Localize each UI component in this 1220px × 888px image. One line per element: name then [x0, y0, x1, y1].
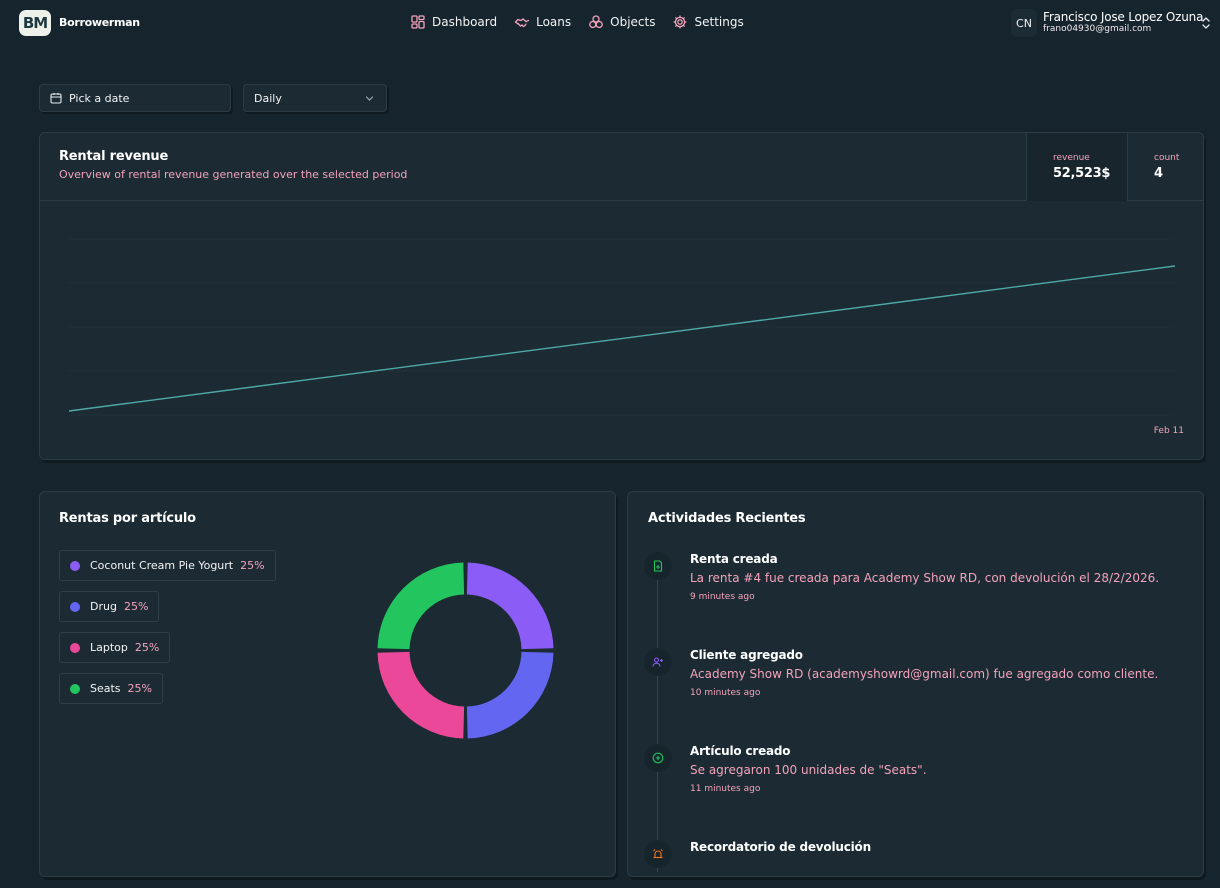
avatar: CN	[1011, 9, 1037, 37]
revenue-line-chart: Feb 11	[68, 238, 1184, 436]
legend-percent: 25%	[134, 641, 160, 654]
user-email: frano04930@gmail.com	[1043, 24, 1152, 34]
activity-title: Artículo creado	[690, 744, 791, 758]
donut-slice	[377, 562, 465, 650]
date-picker-button[interactable]: Pick a date	[39, 84, 231, 112]
legend-item[interactable]: Laptop 25%	[59, 632, 171, 663]
activity-title: Recordatorio de devolución	[690, 840, 871, 854]
top-navbar: BM Borrowerman Dashboard Loans Objects S…	[0, 0, 1220, 46]
period-select-value: Daily	[254, 91, 282, 105]
user-menu[interactable]: CN Francisco Jose Lopez Ozuna frano04930…	[1011, 9, 1211, 37]
nav-label: Settings	[694, 15, 744, 29]
donut-slice	[377, 651, 465, 739]
activity-description: Se agregaron 100 unidades de "Seats".	[690, 763, 927, 777]
donut-slice	[466, 562, 554, 650]
legend-label: Laptop	[90, 641, 128, 654]
activity-time: 10 minutes ago	[690, 688, 761, 698]
rental-revenue-card: Rental revenue Overview of rental revenu…	[39, 132, 1204, 460]
card-title: Rentas por artículo	[59, 511, 196, 526]
nav-item-objects[interactable]: Objects	[588, 14, 655, 30]
activity-time: 9 minutes ago	[690, 592, 755, 602]
activity-icon-badge	[644, 648, 672, 676]
revenue-stat-tab[interactable]: revenue 52,523$	[1026, 133, 1127, 201]
nav-label: Loans	[536, 15, 572, 29]
file-plus-icon	[653, 560, 663, 572]
calendar-icon	[50, 93, 62, 104]
nav-item-loans[interactable]: Loans	[514, 14, 571, 30]
alarm-icon	[653, 849, 663, 859]
nav-item-dashboard[interactable]: Dashboard	[410, 14, 497, 30]
legend-percent: 25%	[240, 559, 265, 572]
legend-percent: 25%	[127, 682, 152, 695]
activity-icon-badge	[644, 744, 672, 772]
app-brand-name[interactable]: Borrowerman	[59, 16, 140, 29]
legend-item[interactable]: Seats 25%	[59, 673, 163, 704]
legend-color-dot	[70, 601, 80, 612]
activity-icon-badge	[644, 840, 672, 868]
nav-label: Objects	[610, 15, 656, 29]
circle-plus-icon	[652, 752, 664, 764]
card-title: Actividades Recientes	[648, 511, 806, 526]
nav-item-settings[interactable]: Settings	[672, 14, 744, 30]
stat-label: count	[1154, 153, 1180, 163]
app-logo[interactable]: BM	[19, 10, 51, 36]
date-picker-label: Pick a date	[69, 91, 130, 105]
stat-value: 4	[1154, 166, 1163, 181]
legend-percent: 25%	[123, 600, 149, 613]
legend-item[interactable]: Drug 25%	[59, 591, 160, 622]
timeline-line	[657, 572, 658, 872]
x-tick-label: Feb 11	[1154, 426, 1184, 436]
user-plus-icon	[652, 657, 663, 667]
recent-activity-card: Actividades Recientes Renta creada La re…	[627, 491, 1204, 877]
card-header: Rental revenue Overview of rental revenu…	[40, 133, 1203, 201]
chevron-down-icon	[365, 96, 374, 101]
activity-icon-badge	[644, 552, 672, 580]
stat-label: revenue	[1053, 153, 1090, 163]
handshake-icon	[514, 18, 530, 28]
legend-color-dot	[70, 683, 80, 694]
user-name: Francisco Jose Lopez Ozuna	[1043, 10, 1204, 24]
count-stat-tab[interactable]: count 4	[1127, 133, 1204, 201]
activity-title: Renta creada	[690, 552, 778, 566]
legend-item[interactable]: Coconut Cream Pie Yogurt 25%	[59, 550, 276, 581]
legend-label: Drug	[90, 600, 117, 613]
legend-label: Coconut Cream Pie Yogurt	[90, 559, 234, 572]
rentals-donut-chart	[377, 562, 554, 739]
card-subtitle: Overview of rental revenue generated ove…	[59, 168, 408, 181]
donut-legend: Coconut Cream Pie Yogurt 25% Drug 25% La…	[59, 550, 276, 704]
stat-value: 52,523$	[1053, 166, 1111, 181]
period-select[interactable]: Daily	[243, 84, 387, 112]
nav-label: Dashboard	[432, 15, 498, 29]
legend-color-dot	[70, 642, 80, 653]
gear-icon	[673, 15, 687, 29]
activity-time: 11 minutes ago	[690, 784, 761, 794]
activity-description: Academy Show RD (academyshowrd@gmail.com…	[690, 667, 1159, 681]
main-nav: Dashboard Loans Objects Settings	[410, 14, 744, 30]
activity-title: Cliente agregado	[690, 648, 803, 662]
dashboard-icon	[411, 15, 425, 29]
activity-description: La renta #4 fue creada para Academy Show…	[690, 571, 1160, 585]
card-title: Rental revenue	[59, 149, 169, 164]
chevrons-up-down-icon	[1202, 17, 1210, 29]
donut-slice	[466, 651, 554, 739]
legend-label: Seats	[90, 682, 121, 695]
boxes-icon	[589, 15, 603, 29]
revenue-series-line	[68, 265, 1176, 412]
legend-color-dot	[70, 560, 80, 571]
rentals-by-item-card: Rentas por artículo Coconut Cream Pie Yo…	[39, 491, 616, 877]
